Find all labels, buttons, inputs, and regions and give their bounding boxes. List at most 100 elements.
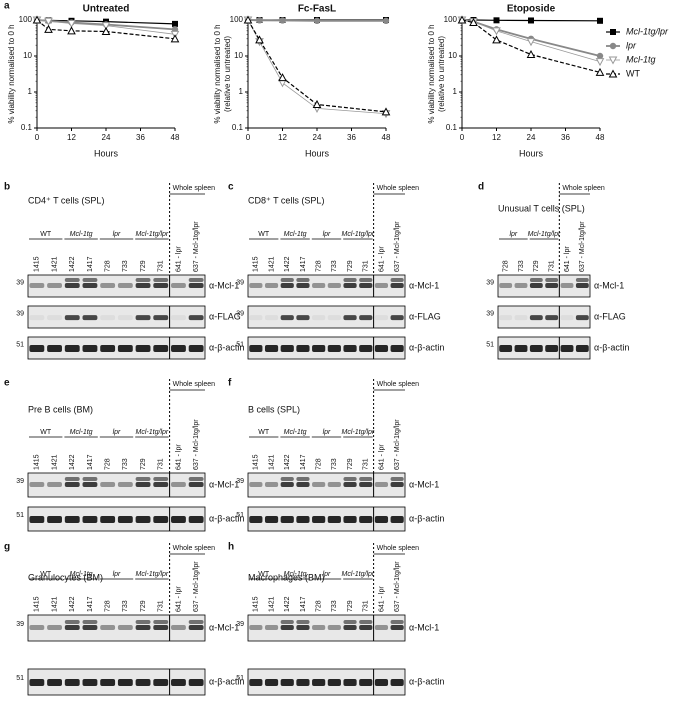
blot-band (296, 477, 310, 481)
blot-band (135, 620, 151, 624)
x-tick-label: 24 (102, 133, 111, 142)
marker (279, 17, 286, 24)
blot-strip (497, 336, 591, 360)
mw-label: 39 (486, 311, 494, 318)
blot-band (117, 516, 133, 523)
lane-label: 1417 (87, 256, 94, 272)
blot-band (82, 477, 98, 481)
blot-band (153, 620, 169, 624)
x-tick-label: 36 (136, 133, 145, 142)
marker (381, 107, 391, 116)
spleen-label: Whole spleen (173, 185, 216, 192)
mw-label: 39 (16, 311, 24, 318)
blot-strip (247, 614, 406, 642)
panel-label: f (228, 378, 232, 389)
blot-band (188, 516, 204, 523)
y-tick-label: 10 (23, 51, 32, 60)
blot-title: B cells (SPL) (248, 404, 300, 414)
lane-label: 728 (503, 260, 510, 272)
blot-band (312, 283, 326, 288)
chart-title: Fc-FasL (298, 4, 336, 15)
blot-strip (27, 305, 206, 329)
x-tick-label: 36 (347, 133, 356, 142)
blot-band (374, 283, 389, 288)
blot-band (390, 482, 404, 487)
blot-band (188, 315, 204, 321)
blot-band (171, 315, 186, 321)
lane-label: 731 (363, 260, 370, 272)
mw-label: 39 (486, 280, 494, 287)
blot-band (499, 315, 513, 321)
lane-label: 733 (518, 260, 525, 272)
spleen-label: Whole spleen (377, 545, 420, 552)
x-tick-label: 12 (67, 133, 76, 142)
lane-label: 728 (104, 260, 111, 272)
lane-label: 1415 (253, 596, 260, 612)
group-label: Mcl-1tg/lpr (342, 231, 375, 238)
marker (526, 38, 536, 47)
panel-label: a (4, 1, 10, 12)
y-tick-label: 1 (453, 87, 458, 96)
blot-band (296, 345, 310, 352)
x-tick-label: 12 (278, 133, 287, 142)
blot-band (359, 278, 373, 282)
marker (67, 26, 76, 35)
y-tick-label: 100 (444, 15, 458, 24)
blot-band (249, 625, 263, 630)
mw-label: 39 (16, 478, 24, 485)
y-axis-label: % viability normalised to 0 h (7, 24, 16, 123)
blot-band (374, 679, 389, 686)
blot-band (560, 345, 574, 352)
lane-label: 1421 (51, 596, 58, 612)
marker (493, 17, 500, 24)
group-label: Mcl-1tg/lpr (136, 231, 169, 238)
lane-label: 641 - lpr (378, 444, 385, 470)
marker (44, 17, 53, 26)
band-label: α-FLAG (594, 311, 626, 321)
marker (457, 15, 467, 24)
spleen-label: Whole spleen (173, 381, 216, 388)
blot-band (29, 679, 45, 686)
y-tick-label: 10 (234, 51, 243, 60)
blot-band (514, 315, 528, 321)
band-label: α-Mcl-1 (209, 622, 239, 632)
legend-label: WT (626, 68, 640, 78)
lane-label: 729 (140, 600, 147, 612)
blot-band (327, 679, 341, 686)
blot-band (280, 477, 294, 481)
x-tick-label: 48 (596, 133, 605, 142)
lane-label: 1417 (300, 454, 307, 470)
blot-band (153, 679, 169, 686)
blot-band (29, 315, 45, 321)
blot-band (117, 345, 133, 352)
blot-band (188, 345, 204, 352)
blot-band (312, 679, 326, 686)
blot-band (343, 278, 357, 282)
blot-band (82, 283, 98, 288)
mw-label: 51 (236, 342, 244, 349)
lane-label: 637 - Mcl-1tg/lpr (193, 221, 200, 272)
marker (608, 56, 618, 65)
blot-band (529, 315, 543, 321)
blot-band (390, 477, 404, 481)
chart-title: Etoposide (507, 4, 556, 15)
blot-band (390, 620, 404, 624)
marker (526, 49, 536, 59)
marker (255, 35, 264, 44)
blot-strip (497, 274, 591, 298)
blot-band (100, 625, 116, 630)
blot-title: Unusual T cells (SPL) (498, 203, 585, 213)
y-tick-label: 1 (239, 87, 244, 96)
blot-band (390, 516, 404, 523)
blot-band (135, 516, 151, 523)
blot-band (188, 620, 204, 624)
lane-label: 637 - Mcl-1tg/lpr (394, 561, 401, 612)
blot-band (499, 345, 513, 352)
y-tick-label: 0.1 (21, 123, 33, 132)
blot-band (390, 283, 404, 288)
blot-band (100, 315, 116, 321)
blot-strip (247, 305, 406, 329)
blot-band (343, 516, 357, 523)
blot-band (64, 283, 80, 288)
lane-label: 729 (347, 458, 354, 470)
